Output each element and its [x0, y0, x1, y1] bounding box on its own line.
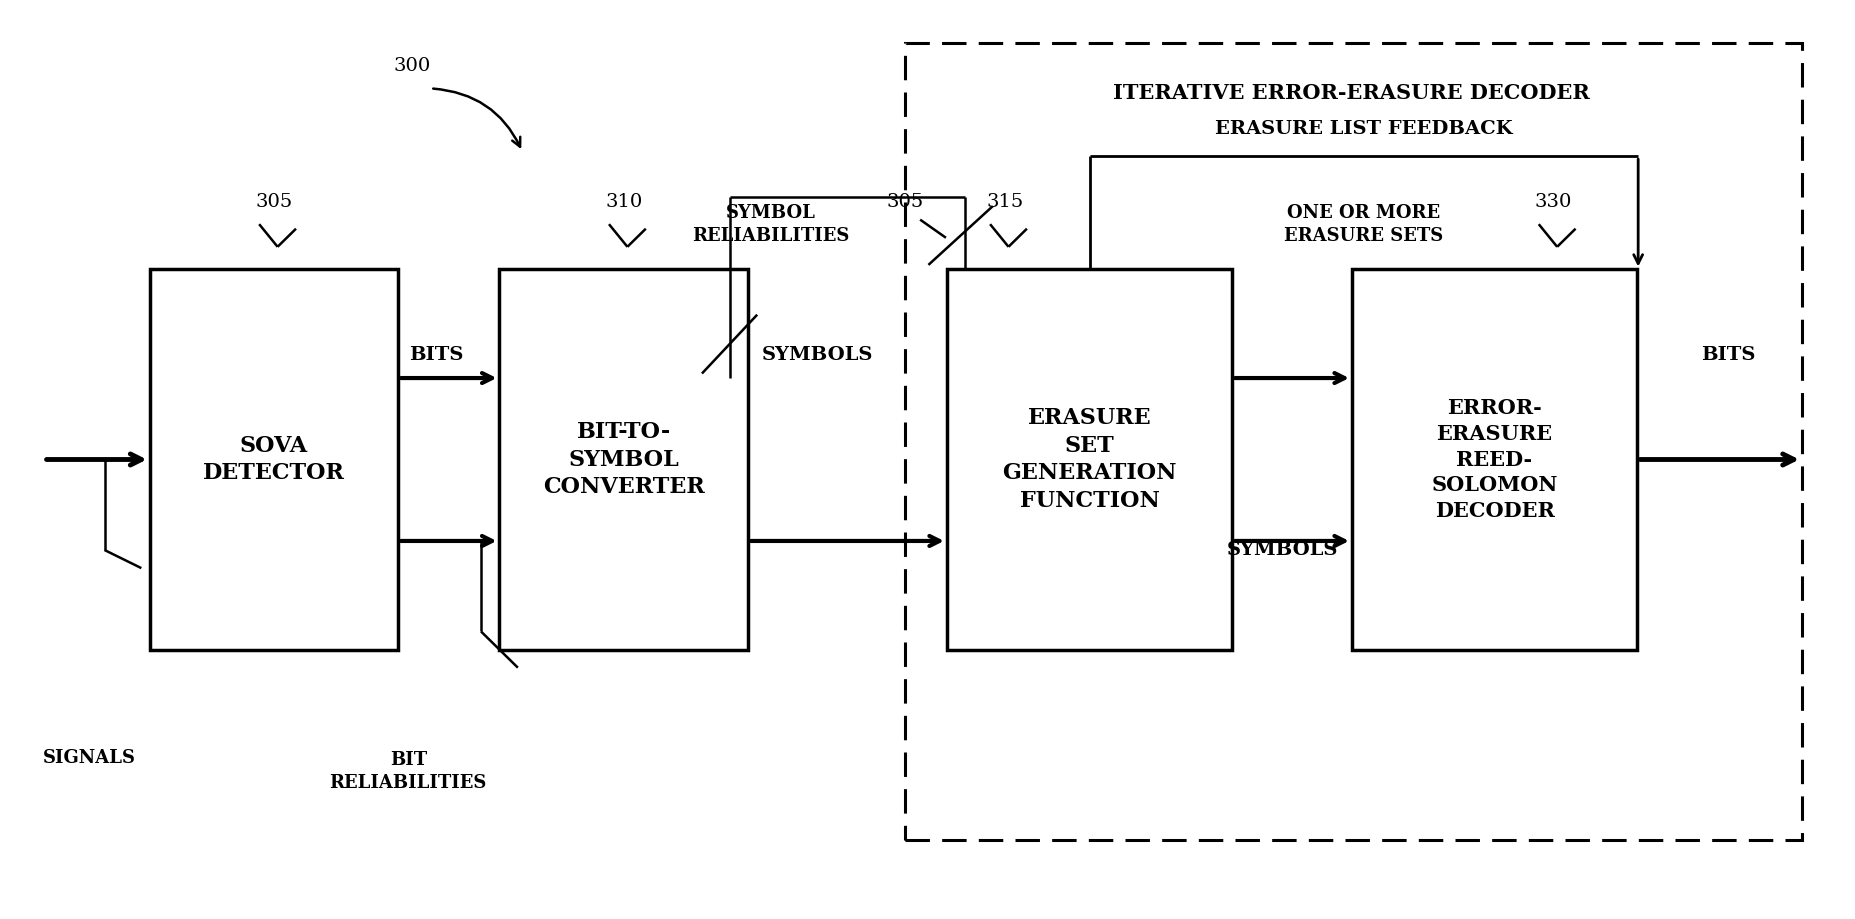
Text: 315: 315 [987, 193, 1024, 210]
FancyArrowPatch shape [434, 88, 519, 147]
Text: SYMBOLS: SYMBOLS [1228, 541, 1339, 559]
Bar [905, 43, 1801, 840]
Text: BITS: BITS [1701, 346, 1755, 365]
Text: ONE OR MORE
ERASURE SETS: ONE OR MORE ERASURE SETS [1284, 204, 1443, 244]
Bar [150, 269, 399, 650]
Bar [946, 269, 1232, 650]
Text: BIT-TO-
SYMBOL
CONVERTER: BIT-TO- SYMBOL CONVERTER [544, 421, 705, 498]
Text: ERASURE LIST FEEDBACK: ERASURE LIST FEEDBACK [1215, 120, 1512, 138]
Text: 305: 305 [887, 193, 924, 210]
Text: SYMBOLS: SYMBOLS [761, 346, 872, 365]
Text: ERROR-
ERASURE
REED-
SOLOMON
DECODER: ERROR- ERASURE REED- SOLOMON DECODER [1432, 398, 1558, 521]
Text: 305: 305 [256, 193, 293, 210]
Text: 310: 310 [605, 193, 642, 210]
Text: ITERATIVE ERROR-ERASURE DECODER: ITERATIVE ERROR-ERASURE DECODER [1113, 83, 1590, 103]
Text: SIGNALS: SIGNALS [43, 749, 135, 767]
Text: BIT
RELIABILITIES: BIT RELIABILITIES [330, 752, 488, 792]
Bar [499, 269, 748, 650]
Text: SYMBOL
RELIABILITIES: SYMBOL RELIABILITIES [692, 204, 850, 244]
Text: SOVA
DETECTOR: SOVA DETECTOR [202, 435, 345, 484]
Bar [1352, 269, 1638, 650]
Text: ERASURE
SET
GENERATION
FUNCTION: ERASURE SET GENERATION FUNCTION [1002, 406, 1176, 513]
Text: 330: 330 [1534, 193, 1573, 210]
Text: 300: 300 [393, 57, 430, 74]
Text: BITS: BITS [408, 346, 464, 365]
